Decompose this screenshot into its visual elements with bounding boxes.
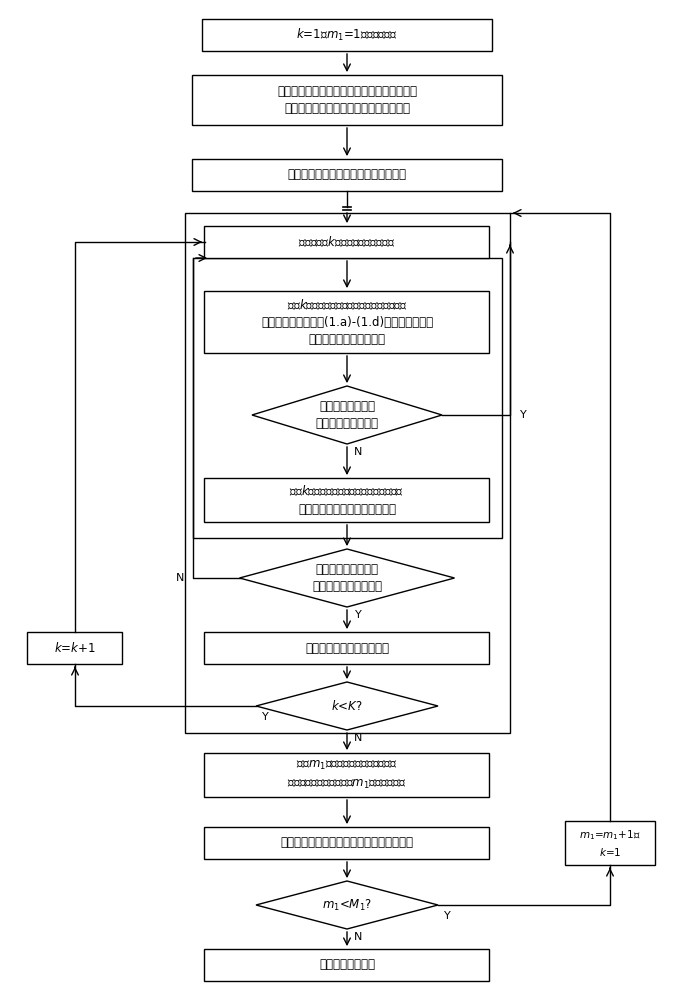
Bar bbox=[205, 226, 489, 258]
Bar bbox=[202, 19, 492, 51]
Text: Y: Y bbox=[262, 712, 269, 722]
Bar bbox=[205, 753, 489, 797]
Text: N: N bbox=[354, 447, 362, 457]
Bar bbox=[193, 258, 502, 538]
Text: Y: Y bbox=[355, 610, 362, 620]
Polygon shape bbox=[256, 881, 438, 929]
Text: 从第$m_1$轮所有蚂蚁寻找的路径中，
选择长度最短路径作为第$m_1$轮的最优路径: 从第$m_1$轮所有蚂蚁寻找的路径中， 选择长度最短路径作为第$m_1$轮的最优… bbox=[287, 759, 407, 791]
Text: 已选路径是否全覆盖
监控区域内所有网格？: 已选路径是否全覆盖 监控区域内所有网格？ bbox=[312, 563, 382, 593]
Text: 计算每一个位置的下一个停留位置集合: 计算每一个位置的下一个停留位置集合 bbox=[287, 168, 407, 182]
Text: N: N bbox=[354, 932, 362, 942]
Bar bbox=[205, 827, 489, 859]
Text: 初始化蚂蚁$k$的初始位置和已选路径: 初始化蚂蚁$k$的初始位置和已选路径 bbox=[298, 235, 396, 249]
Bar bbox=[565, 821, 655, 865]
Text: $k$<$K$?: $k$<$K$? bbox=[331, 699, 363, 713]
Text: $m_1$=$m_1$+1，
$k$=1: $m_1$=$m_1$+1， $k$=1 bbox=[579, 828, 641, 858]
Bar bbox=[205, 291, 489, 353]
Bar bbox=[192, 159, 502, 191]
Text: N: N bbox=[176, 573, 184, 583]
Bar bbox=[205, 478, 489, 522]
Text: 记录历史最优路径，更新所有位置的信息素: 记录历史最优路径，更新所有位置的信息素 bbox=[280, 836, 414, 850]
Text: 记录当前选择的路径和长度: 记录当前选择的路径和长度 bbox=[305, 642, 389, 654]
Text: 输出最优移动路径: 输出最优移动路径 bbox=[319, 958, 375, 972]
Polygon shape bbox=[239, 549, 455, 607]
Bar bbox=[28, 632, 123, 664]
Polygon shape bbox=[256, 682, 438, 730]
Text: N: N bbox=[354, 733, 362, 743]
Bar bbox=[185, 213, 510, 733]
Polygon shape bbox=[252, 386, 442, 444]
Text: $k$=$k$+1: $k$=$k$+1 bbox=[54, 641, 96, 655]
Text: $m_1$<$M_1$?: $m_1$<$M_1$? bbox=[322, 897, 372, 913]
Bar bbox=[192, 75, 502, 125]
Text: 蚂蚁$k$排除下一个停留位置集合中使当前路径
不符合约束条件（式(1.a)-(1.d)）的位置，建立
新的下一个停留位置集合: 蚂蚁$k$排除下一个停留位置集合中使当前路径 不符合约束条件（式(1.a)-(1… bbox=[261, 298, 433, 346]
Text: Y: Y bbox=[443, 911, 450, 921]
Bar bbox=[205, 632, 489, 664]
Text: 新的下一个停留位
置集合是否是空集？: 新的下一个停留位 置集合是否是空集？ bbox=[316, 400, 378, 430]
Text: $k$=1，$m_1$=1等参数初始化: $k$=1，$m_1$=1等参数初始化 bbox=[296, 27, 398, 43]
Text: Y: Y bbox=[520, 410, 527, 420]
Text: 将监控区域划分成多个六边形网格，编码这些
网格中心和顶点，并计算这些位置的坐标: 将监控区域划分成多个六边形网格，编码这些 网格中心和顶点，并计算这些位置的坐标 bbox=[277, 85, 417, 115]
Text: 蚂蚁$k$选择下一个停留位置作为当前停留位
置，将该位置添加到已选路径中: 蚂蚁$k$选择下一个停留位置作为当前停留位 置，将该位置添加到已选路径中 bbox=[289, 484, 405, 516]
Bar bbox=[205, 949, 489, 981]
